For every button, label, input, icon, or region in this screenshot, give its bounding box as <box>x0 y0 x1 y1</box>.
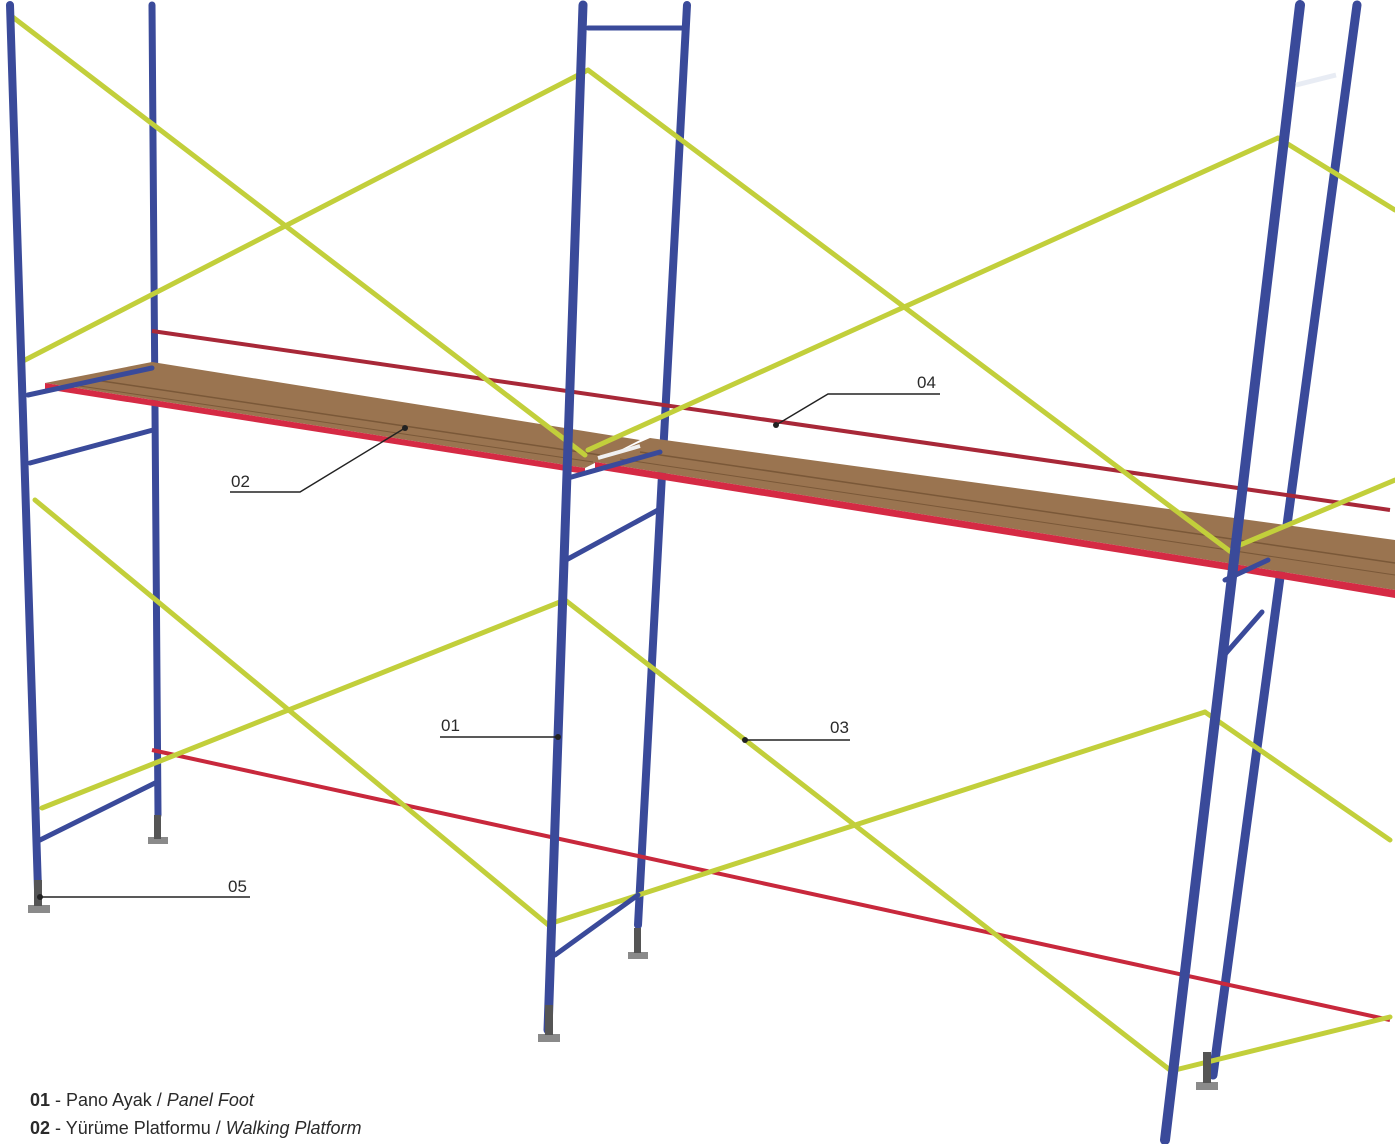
legend-slash: / <box>152 1090 167 1110</box>
callout-label-04: 04 <box>917 373 936 392</box>
dot-04 <box>773 422 779 428</box>
legend-code: 01 <box>30 1090 50 1110</box>
walking-platform-right <box>595 438 1395 598</box>
callout-label-02: 02 <box>231 472 250 491</box>
dot-02 <box>402 425 408 431</box>
leader-04 <box>776 394 940 425</box>
legend-english: Walking Platform <box>226 1118 362 1138</box>
dot-01 <box>555 734 561 740</box>
legend-separator: - <box>50 1118 66 1138</box>
dot-03 <box>742 737 748 743</box>
legend-item: 02 - Yürüme Platformu / Walking Platform <box>30 1114 362 1142</box>
legend-turkish: Pano Ayak <box>66 1090 152 1110</box>
legend-english: Panel Foot <box>167 1090 254 1110</box>
callout-label-05: 05 <box>228 877 247 896</box>
legend-separator: - <box>50 1090 66 1110</box>
legend-turkish: Yürüme Platformu <box>66 1118 211 1138</box>
callout-label-01: 01 <box>441 716 460 735</box>
legend-code: 02 <box>30 1118 50 1138</box>
walking-platform-left <box>45 362 640 474</box>
legend-item: 01 - Pano Ayak / Panel Foot <box>30 1086 362 1114</box>
callout-label-03: 03 <box>830 718 849 737</box>
legend: 01 - Pano Ayak / Panel Foot 02 - Yürüme … <box>30 1086 362 1142</box>
dot-05 <box>37 894 43 900</box>
legend-slash: / <box>211 1118 226 1138</box>
ladder-rung <box>1296 75 1336 85</box>
base-plates <box>28 815 1218 1090</box>
